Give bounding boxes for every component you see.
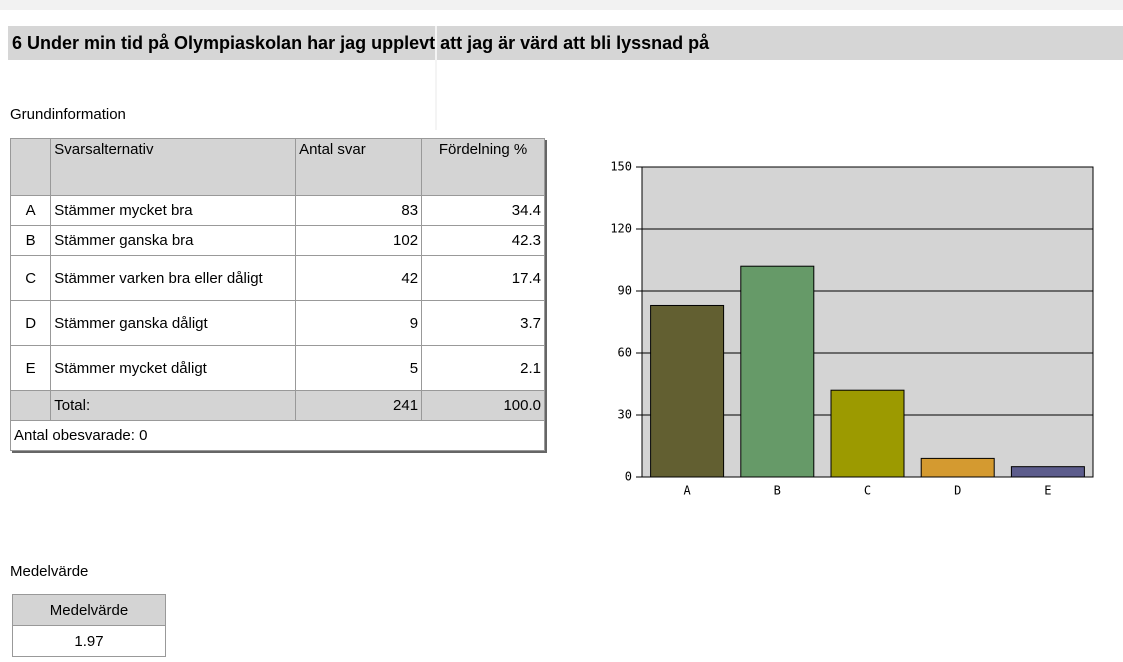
cell: D xyxy=(9,300,52,346)
cell: 17.4 xyxy=(421,255,545,301)
data-row: A Stämmer mycket bra 83 34.4 xyxy=(9,195,545,226)
cell: 2.1 xyxy=(421,345,545,391)
section-label: Grundinformation xyxy=(10,106,126,123)
cell: B xyxy=(9,225,52,256)
x-tick-label: C xyxy=(864,484,871,498)
cell: 42 xyxy=(295,255,423,301)
cell: 1.97 xyxy=(12,625,166,657)
y-tick-label: 0 xyxy=(625,470,632,484)
section-label: Medelvärde xyxy=(10,563,89,580)
cell: 83 xyxy=(295,195,423,226)
cell: 42.3 xyxy=(421,225,545,256)
cell: 34.4 xyxy=(421,195,545,226)
y-tick-label: 60 xyxy=(618,346,632,360)
data-table: Svarsalternativ Antal svar Fördelning % … xyxy=(9,138,545,451)
value-row: 1.97 xyxy=(12,625,166,657)
data-row: C Stämmer varken bra eller dåligt 42 17.4 xyxy=(9,255,545,301)
data-row: D Stämmer ganska dåligt 9 3.7 xyxy=(9,300,545,346)
cell: Stämmer ganska bra xyxy=(50,225,297,256)
cell: 102 xyxy=(295,225,423,256)
separator xyxy=(435,26,437,130)
x-tick-label: A xyxy=(683,484,691,498)
header-row: Medelvärde xyxy=(12,594,166,626)
header-cell: Medelvärde xyxy=(12,594,166,626)
bar xyxy=(740,265,815,478)
top-strip xyxy=(0,0,1123,10)
y-tick-label: 30 xyxy=(618,408,632,422)
x-tick-label: D xyxy=(954,484,961,498)
cell: 5 xyxy=(295,345,423,391)
header-cell: Svarsalternativ xyxy=(50,138,297,196)
header-cell: Antal svar xyxy=(295,138,423,196)
x-tick-label: B xyxy=(774,484,781,498)
bar xyxy=(920,457,995,478)
unanswered-row: Antal obesvarade: 0 xyxy=(10,420,545,451)
y-tick-label: 150 xyxy=(610,160,632,174)
cell: A xyxy=(9,195,52,226)
y-tick-label: 90 xyxy=(618,284,632,298)
mean-table: Medelvärde 1.97 xyxy=(12,594,166,657)
data-row: E Stämmer mycket dåligt 5 2.1 xyxy=(9,345,545,391)
y-tick-label: 120 xyxy=(610,222,632,236)
bar xyxy=(1010,466,1085,478)
cell: 100.0 xyxy=(421,390,545,421)
cell: Antal obesvarade: 0 xyxy=(10,420,545,451)
title-bar: 6 Under min tid på Olympiaskolan har jag… xyxy=(8,26,1123,60)
cell xyxy=(9,390,52,421)
cell: E xyxy=(9,345,52,391)
cell: Stämmer varken bra eller dåligt xyxy=(50,255,297,301)
chart: 0 30 60 90 120 150 A B C D E xyxy=(568,137,1094,504)
cell: 241 xyxy=(295,390,423,421)
cell: C xyxy=(9,255,52,301)
cell: Stämmer mycket bra xyxy=(50,195,297,226)
x-tick-label: E xyxy=(1044,484,1051,498)
cell: Stämmer mycket dåligt xyxy=(50,345,297,391)
header-row: Svarsalternativ Antal svar Fördelning % xyxy=(9,138,545,196)
cell: Stämmer ganska dåligt xyxy=(50,300,297,346)
cell xyxy=(9,138,52,196)
bar xyxy=(650,304,725,478)
data-row: B Stämmer ganska bra 102 42.3 xyxy=(9,225,545,256)
total-row: Total: 241 100.0 xyxy=(9,390,545,421)
title: 6 Under min tid på Olympiaskolan har jag… xyxy=(12,33,710,53)
cell: 9 xyxy=(295,300,423,346)
bar xyxy=(830,389,905,478)
cell: Total: xyxy=(50,390,297,421)
cell: 3.7 xyxy=(421,300,545,346)
header-cell: Fördelning % xyxy=(421,138,545,196)
